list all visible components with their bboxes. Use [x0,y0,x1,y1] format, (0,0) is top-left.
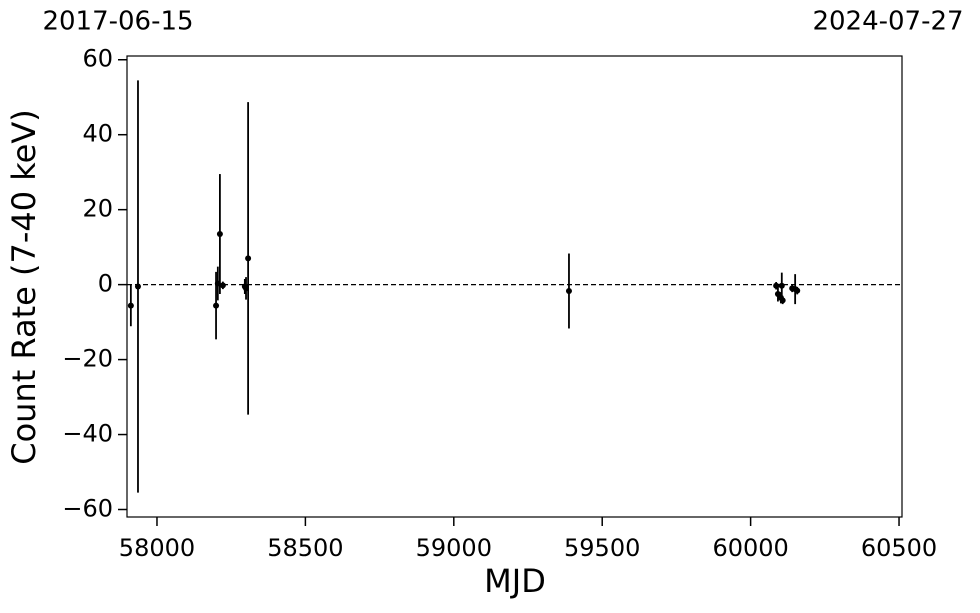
data-point [779,297,786,304]
data-point [127,302,134,309]
x-tick-label: 58000 [119,534,195,562]
y-tick-label: −20 [62,345,113,373]
end-date-label: 2024-07-27 [812,7,963,37]
y-tick-label: −60 [62,495,113,523]
x-tick-label: 58500 [267,534,343,562]
x-tick-label: 59500 [564,534,640,562]
y-axis-label: Count Rate (7-40 keV) [5,109,43,464]
data-point [213,302,220,309]
y-tick-label: 0 [98,270,113,298]
data-point [778,282,785,289]
y-tick-label: 60 [82,45,113,73]
x-tick-label: 60000 [712,534,788,562]
y-tick-label: 40 [82,120,113,148]
y-tick-label: 20 [82,195,113,223]
y-tick-label: −40 [62,420,113,448]
x-axis-label: MJD [484,562,546,600]
data-point [134,283,141,290]
start-date-label: 2017-06-15 [42,7,193,37]
plot-frame [126,55,903,518]
data-point [216,231,223,238]
data-point [565,287,572,294]
data-point [219,282,226,289]
x-tick-label: 60500 [861,534,937,562]
data-point [245,255,252,262]
data-point [794,287,801,294]
x-tick-label: 59000 [416,534,492,562]
